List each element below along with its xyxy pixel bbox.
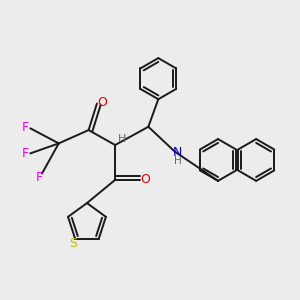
Text: S: S	[70, 237, 78, 250]
Text: N: N	[173, 146, 182, 159]
Text: O: O	[140, 173, 150, 186]
Text: F: F	[35, 171, 42, 184]
Text: F: F	[22, 121, 29, 134]
Text: H: H	[118, 134, 127, 144]
Text: O: O	[97, 96, 107, 110]
Text: F: F	[22, 147, 29, 160]
Text: H: H	[174, 156, 182, 166]
